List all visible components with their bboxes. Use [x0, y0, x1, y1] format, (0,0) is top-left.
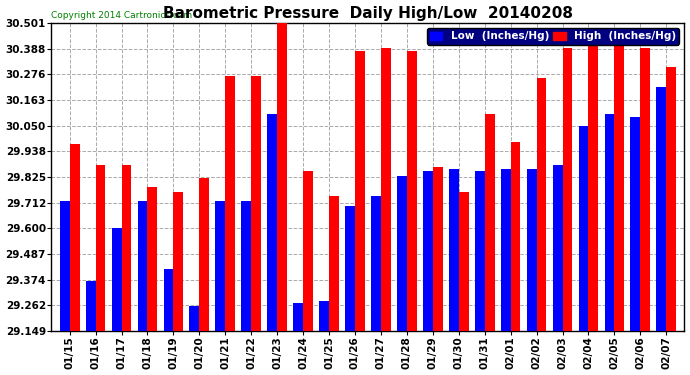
Bar [656, 87, 667, 331]
Bar [345, 206, 355, 331]
Bar [226, 76, 235, 331]
Legend: Low  (Inches/Hg), High  (Inches/Hg): Low (Inches/Hg), High (Inches/Hg) [426, 28, 679, 45]
Bar [199, 178, 209, 331]
Bar [449, 169, 459, 331]
Bar [381, 48, 391, 331]
Bar [484, 114, 495, 331]
Bar [215, 201, 226, 331]
Bar [631, 117, 640, 331]
Bar [407, 51, 417, 331]
Bar [173, 192, 184, 331]
Bar [604, 114, 614, 331]
Bar [397, 176, 407, 331]
Bar [277, 23, 287, 331]
Bar [148, 187, 157, 331]
Bar [303, 171, 313, 331]
Bar [70, 144, 79, 331]
Bar [329, 196, 339, 331]
Bar [355, 51, 365, 331]
Text: Copyright 2014 Cartronics.com: Copyright 2014 Cartronics.com [52, 11, 193, 20]
Bar [579, 126, 589, 331]
Bar [640, 48, 650, 331]
Bar [423, 171, 433, 331]
Bar [293, 303, 303, 331]
Bar [164, 269, 173, 331]
Bar [137, 201, 148, 331]
Bar [251, 76, 261, 331]
Bar [267, 114, 277, 331]
Bar [459, 192, 469, 331]
Bar [371, 196, 381, 331]
Bar [241, 201, 251, 331]
Bar [475, 171, 484, 331]
Bar [319, 301, 329, 331]
Bar [526, 169, 537, 331]
Bar [537, 78, 546, 331]
Bar [614, 46, 624, 331]
Bar [433, 167, 443, 331]
Bar [667, 67, 676, 331]
Bar [190, 306, 199, 331]
Bar [96, 165, 106, 331]
Bar [112, 228, 121, 331]
Bar [60, 201, 70, 331]
Bar [511, 142, 520, 331]
Title: Barometric Pressure  Daily High/Low  20140208: Barometric Pressure Daily High/Low 20140… [163, 6, 573, 21]
Bar [589, 46, 598, 331]
Bar [562, 48, 573, 331]
Bar [553, 165, 562, 331]
Bar [501, 169, 511, 331]
Bar [121, 165, 131, 331]
Bar [86, 280, 96, 331]
